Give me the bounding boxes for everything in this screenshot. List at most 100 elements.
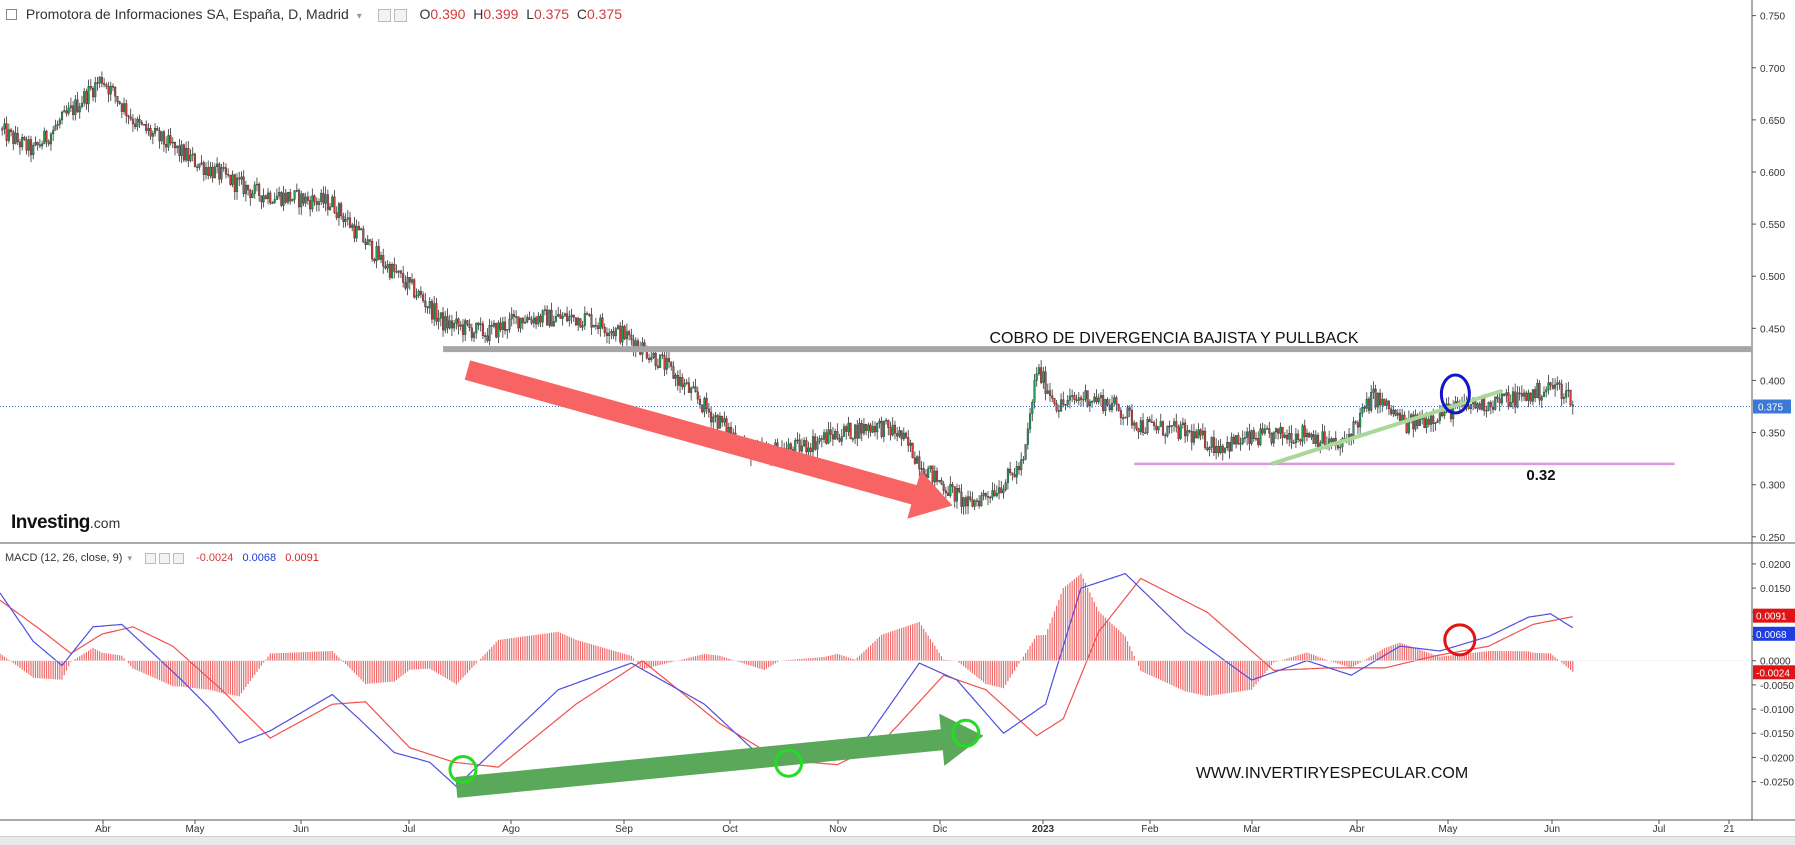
candle-body: [727, 427, 730, 434]
close-value: 0.375: [586, 6, 622, 22]
candle-body: [1560, 383, 1563, 399]
candle-body: [579, 318, 582, 328]
macd-label[interactable]: MACD (12, 26, close, 9): [5, 552, 123, 564]
candle-body: [12, 131, 15, 144]
candle-body: [453, 323, 456, 329]
candle-body: [382, 255, 385, 267]
candle-body: [131, 118, 134, 125]
settings-icon[interactable]: [393, 8, 407, 22]
candle-body: [570, 314, 573, 317]
candle-body: [1363, 406, 1366, 409]
chevron-down-icon[interactable]: ▾: [127, 553, 132, 563]
candle-body: [120, 103, 123, 112]
candle-body: [1195, 431, 1198, 439]
candle-body: [29, 139, 33, 156]
candle-body: [1212, 437, 1215, 454]
candle-body: [191, 153, 194, 156]
candle-body: [384, 266, 387, 269]
candle-body: [1518, 392, 1521, 395]
candle-body: [1155, 425, 1158, 431]
candle-body: [823, 432, 826, 440]
candle-body: [1241, 438, 1244, 444]
uptrend-line[interactable]: [1270, 388, 1503, 466]
candle-body: [836, 431, 839, 439]
candle-body: [718, 415, 721, 429]
candle-body: [391, 264, 394, 278]
candle-body: [1146, 419, 1149, 434]
macd-histogram-tag-value: -0.0024: [1756, 668, 1790, 679]
close-icon[interactable]: [173, 552, 185, 564]
candle-body: [207, 167, 210, 176]
candle-body: [1540, 396, 1543, 401]
highlight-circle-green[interactable]: [951, 718, 981, 748]
candle-body: [149, 128, 152, 137]
candle-body: [1520, 393, 1523, 397]
candle-body: [878, 420, 881, 424]
candle-body: [951, 484, 954, 487]
candle-body: [1113, 397, 1116, 404]
candle-body: [1356, 422, 1359, 428]
candle-body: [439, 312, 442, 319]
candle-body: [142, 124, 146, 126]
settings-icon[interactable]: [159, 552, 171, 564]
time-tick-label: Abr: [1349, 824, 1365, 835]
candle-body: [388, 263, 391, 278]
chevron-down-icon[interactable]: ▾: [356, 11, 362, 22]
candle-body: [1376, 392, 1379, 408]
candle-body: [1097, 397, 1100, 403]
eye-icon[interactable]: [377, 8, 391, 22]
candle-body: [220, 167, 223, 180]
candle-body: [455, 318, 458, 324]
candle-body: [1086, 390, 1089, 407]
candle-body: [993, 490, 996, 497]
candle-body: [1006, 468, 1009, 484]
candle-body: [510, 314, 513, 320]
candle-body: [249, 189, 252, 198]
candle-body: [1226, 441, 1229, 449]
candle-body: [74, 99, 77, 115]
candle-body: [913, 457, 916, 464]
candle-body: [1285, 434, 1289, 440]
highlight-circle-blue[interactable]: [1439, 373, 1471, 415]
candle-body: [663, 355, 666, 370]
highlight-circle-red[interactable]: [1443, 623, 1477, 657]
candle-body: [171, 142, 174, 144]
candle-body: [1312, 434, 1315, 444]
candle-body: [535, 317, 538, 325]
candle-body: [486, 335, 489, 341]
candle-body: [1316, 434, 1320, 447]
candle-body: [893, 424, 896, 434]
candle-body: [1133, 422, 1136, 426]
candle-body: [138, 118, 141, 123]
candle-body: [25, 139, 28, 151]
candle-body: [18, 141, 21, 148]
candle-body: [614, 328, 617, 337]
candle-body: [1290, 433, 1293, 443]
red-trend-arrow[interactable]: [464, 360, 953, 519]
collapse-icon[interactable]: [6, 8, 17, 20]
candle-body: [1476, 403, 1479, 409]
highlight-circle-green[interactable]: [448, 755, 478, 785]
highlight-circle-green[interactable]: [774, 748, 804, 778]
candle-body: [337, 203, 340, 218]
candle-body: [313, 195, 316, 202]
candle-body: [656, 365, 659, 368]
candle-body: [178, 145, 181, 156]
candle-body: [927, 468, 930, 478]
time-tick-label: Jun: [293, 824, 309, 835]
candle-body: [1221, 445, 1224, 453]
candle-body: [612, 331, 615, 337]
eye-icon[interactable]: [145, 552, 157, 564]
logo-brand: Investing: [11, 512, 90, 533]
macd-signal-value: 0.0091: [285, 552, 319, 564]
candle-body: [849, 422, 852, 439]
symbol-title[interactable]: Promotora de Informaciones SA, España, D…: [25, 6, 349, 22]
candle-body: [1266, 428, 1269, 430]
candle-body: [386, 263, 389, 269]
candle-body: [1079, 397, 1083, 400]
candle-body: [410, 279, 414, 283]
green-trend-arrow[interactable]: [455, 713, 984, 798]
candle-body: [1002, 489, 1005, 494]
candle-body: [592, 325, 595, 328]
